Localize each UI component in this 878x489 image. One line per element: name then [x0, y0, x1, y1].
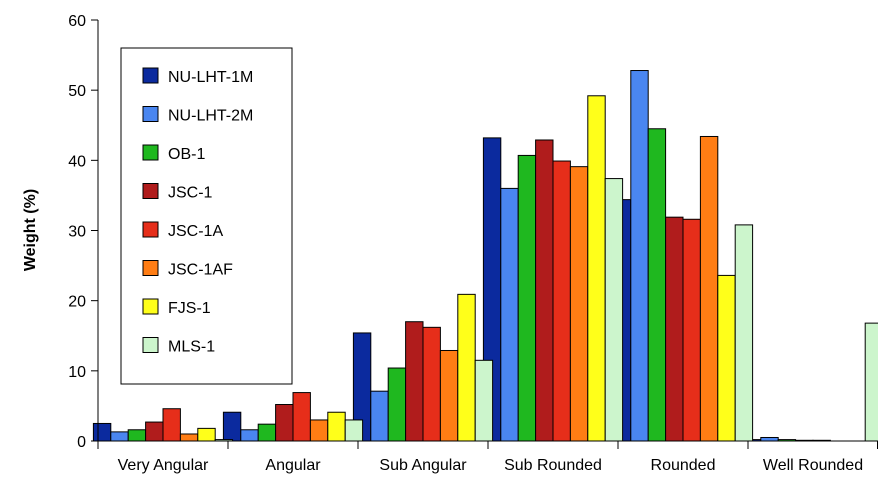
bar: [734, 224, 754, 442]
bar: [760, 436, 779, 442]
bar: [682, 218, 701, 442]
y-tick-label: 0: [77, 434, 86, 451]
bar: [145, 421, 164, 442]
x-ticks: Very Angular Angular Sub Angular Sub Rounde…: [97, 441, 878, 474]
legend-box: [120, 47, 293, 385]
bar: [127, 429, 147, 442]
y-tick-label: 30: [68, 224, 86, 241]
legend-label: NU-LHT-2M: [168, 108, 253, 125]
bars-layer: [92, 70, 878, 442]
legend: NU-LHT-1M NU-LHT-2M OB-1 JSC-1 JSC-1A JSC-1AF…: [120, 47, 293, 385]
legend-label: OB-1: [168, 146, 205, 163]
bar: [535, 139, 554, 442]
bar: [439, 349, 459, 442]
bar: [864, 322, 878, 442]
legend-label: JSC-1AF: [168, 262, 233, 279]
bar: [630, 70, 649, 442]
y-ticks: 0 10 20 30 40 50 60: [68, 13, 98, 451]
bar: [405, 321, 424, 442]
bar: [647, 128, 667, 442]
bar: [240, 429, 259, 442]
x-tick-label: Well Rounded: [763, 457, 863, 474]
legend-swatch: [142, 260, 159, 276]
legend-swatch: [142, 298, 159, 315]
x-tick-label: Very Angular: [118, 457, 209, 474]
y-tick-label: 20: [68, 294, 86, 311]
bar: [179, 433, 199, 442]
bar: [699, 135, 719, 442]
legend-label: MLS-1: [168, 339, 215, 356]
bar: [370, 390, 389, 442]
bar: [110, 431, 129, 442]
y-tick-label: 10: [68, 364, 86, 381]
legend-swatch: [142, 337, 159, 353]
bar: [717, 274, 736, 442]
x-tick-label: Sub Rounded: [504, 457, 602, 474]
legend-label: NU-LHT-1M: [168, 69, 253, 86]
legend-label: JSC-1A: [168, 223, 223, 240]
bar: [517, 154, 537, 442]
bar: [500, 187, 519, 442]
bar: [275, 404, 294, 442]
bar: [344, 419, 364, 442]
x-tick-label: Sub Angular: [379, 457, 467, 474]
bar: [665, 216, 684, 442]
bar: [474, 359, 494, 442]
legend-swatch: [142, 183, 159, 199]
bar: [457, 293, 476, 442]
x-tick-label: Angular: [265, 457, 321, 474]
legend-label: JSC-1: [168, 185, 213, 202]
bar: [422, 326, 441, 442]
bar: [292, 392, 311, 442]
legend-swatch: [142, 144, 159, 161]
bar: [604, 178, 624, 442]
legend-swatch: [142, 67, 159, 84]
legend-swatch: [142, 106, 159, 122]
bar: [222, 411, 242, 442]
bar: [552, 160, 571, 442]
y-tick-label: 40: [68, 153, 86, 170]
bar: [569, 166, 589, 442]
bar: [257, 423, 277, 442]
bar: [309, 419, 329, 442]
bar: [587, 95, 606, 442]
bar: [197, 427, 216, 442]
bar: [327, 411, 346, 442]
legend-label: FJS-1: [168, 300, 211, 317]
y-tick-label: 60: [68, 13, 86, 30]
bar: [162, 408, 181, 442]
bar: [387, 367, 407, 442]
legend-swatch: [142, 221, 159, 238]
x-tick-label: Rounded: [651, 457, 716, 474]
bar: [92, 422, 112, 442]
y-axis-title: Weight (%): [22, 189, 39, 271]
y-tick-label: 50: [68, 83, 86, 100]
